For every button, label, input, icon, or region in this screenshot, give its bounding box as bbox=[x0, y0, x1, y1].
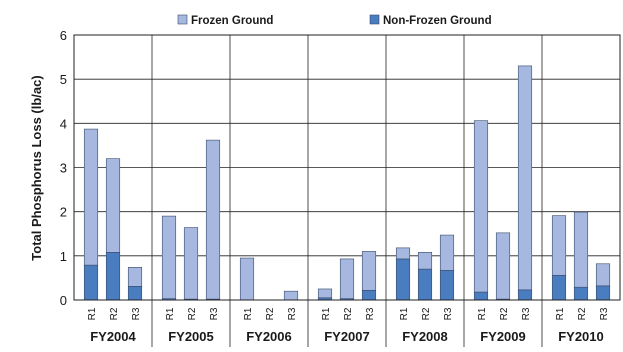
frozen-bar-segment bbox=[239, 257, 255, 301]
bar-category-label: R1 bbox=[321, 307, 332, 320]
non-frozen-bar-segment bbox=[105, 252, 121, 301]
group-label: FY2004 bbox=[90, 329, 136, 344]
frozen-bar-segment bbox=[283, 290, 299, 301]
group-label: FY2009 bbox=[480, 329, 526, 344]
legend-swatch bbox=[369, 14, 380, 25]
frozen-bar-segment bbox=[439, 234, 455, 271]
bar-category-label: R2 bbox=[109, 307, 120, 320]
y-tick-label: 1 bbox=[60, 249, 67, 264]
frozen-bar-segment bbox=[495, 232, 511, 300]
bar-category-label: R2 bbox=[577, 307, 588, 320]
bar-category-label: R1 bbox=[243, 307, 254, 320]
bar-category-label: R2 bbox=[265, 307, 276, 320]
bar-category-label: R2 bbox=[187, 307, 198, 320]
frozen-bar-segment bbox=[161, 215, 177, 299]
group-label: FY2010 bbox=[558, 329, 604, 344]
plot-frame bbox=[73, 34, 621, 301]
frozen-bar-segment bbox=[361, 251, 377, 291]
frozen-bar-segment bbox=[395, 247, 411, 260]
frozen-bar-segment bbox=[105, 158, 121, 253]
non-frozen-bar-segment bbox=[83, 264, 99, 301]
legend-label: Frozen Ground bbox=[191, 15, 273, 27]
non-frozen-bar-segment bbox=[417, 268, 433, 301]
bar-category-label: R2 bbox=[343, 307, 354, 320]
frozen-bar-segment bbox=[205, 139, 221, 300]
frozen-bar-segment bbox=[339, 258, 355, 299]
bar-category-label: R3 bbox=[599, 307, 610, 320]
frozen-bar-segment bbox=[83, 128, 99, 266]
frozen-bar-segment bbox=[551, 215, 567, 276]
frozen-bar-segment bbox=[417, 252, 433, 270]
frozen-bar-segment bbox=[595, 263, 611, 287]
y-tick-label: 5 bbox=[60, 72, 67, 87]
y-tick-label: 2 bbox=[60, 205, 67, 220]
group-label: FY2007 bbox=[324, 329, 370, 344]
bar-category-label: R1 bbox=[399, 307, 410, 320]
y-tick-label: 6 bbox=[60, 28, 67, 43]
frozen-bar-segment bbox=[317, 288, 333, 299]
group-label: FY2008 bbox=[402, 329, 448, 344]
non-frozen-bar-segment bbox=[395, 258, 411, 301]
non-frozen-bar-segment bbox=[473, 291, 489, 301]
non-frozen-bar-segment bbox=[127, 286, 143, 301]
bar-category-label: R3 bbox=[209, 307, 220, 320]
legend: Frozen Ground Non-Frozen Ground bbox=[177, 14, 492, 27]
axes: 0 1 2 3 4 5 6 R1 R2 R3 FY2004 R1 R2 R3 FY2005 R1 R2 R3 FY2… bbox=[60, 28, 621, 344]
y-axis-title: Total Phosphorus Loss (lb/ac) bbox=[29, 75, 44, 260]
y-tick-label: 3 bbox=[60, 161, 67, 176]
bar-category-label: R1 bbox=[555, 307, 566, 320]
bar-category-label: R3 bbox=[521, 307, 532, 320]
bar-category-label: R3 bbox=[443, 307, 454, 320]
group-label: FY2006 bbox=[246, 329, 292, 344]
bar-category-label: R2 bbox=[499, 307, 510, 320]
frozen-bar-segment bbox=[517, 65, 533, 291]
bars bbox=[83, 65, 611, 301]
frozen-bar-segment bbox=[573, 211, 589, 288]
bar-category-label: R3 bbox=[365, 307, 376, 320]
frozen-bar-segment bbox=[473, 120, 489, 293]
non-frozen-bar-segment bbox=[573, 286, 589, 301]
legend-label: Non-Frozen Ground bbox=[383, 15, 492, 27]
y-tick-label: 4 bbox=[60, 116, 67, 131]
non-frozen-bar-segment bbox=[517, 289, 533, 301]
bar-category-label: R2 bbox=[421, 307, 432, 320]
non-frozen-bar-segment bbox=[361, 289, 377, 301]
y-tick-label: 0 bbox=[60, 293, 67, 308]
non-frozen-bar-segment bbox=[595, 285, 611, 301]
legend-swatch bbox=[177, 14, 188, 25]
frozen-bar-segment bbox=[183, 227, 199, 300]
bar-category-label: R3 bbox=[131, 307, 142, 320]
bar-category-label: R1 bbox=[87, 307, 98, 320]
bar-category-label: R3 bbox=[287, 307, 298, 320]
non-frozen-bar-segment bbox=[439, 270, 455, 301]
non-frozen-bar-segment bbox=[551, 274, 567, 301]
grid bbox=[74, 35, 620, 347]
bar-category-label: R1 bbox=[477, 307, 488, 320]
group-label: FY2005 bbox=[168, 329, 214, 344]
frozen-bar-segment bbox=[127, 267, 143, 287]
bar-category-label: R1 bbox=[165, 307, 176, 320]
